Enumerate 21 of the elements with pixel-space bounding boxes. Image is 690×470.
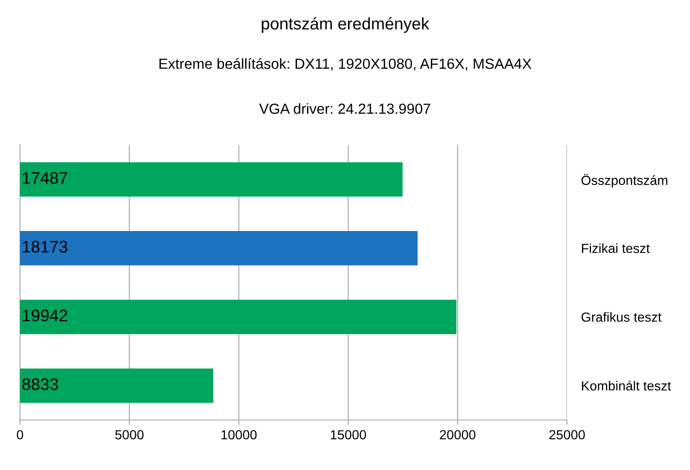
chart-subtitle: Extreme beállítások: DX11, 1920X1080, AF16X, MSAA4X: [159, 58, 532, 71]
x-tick-label: 0: [16, 430, 24, 440]
y-tick-label: Grafikus teszt: [582, 312, 662, 322]
bar: [20, 368, 214, 403]
bar: [20, 300, 456, 334]
data-label: 19942: [22, 310, 68, 322]
data-label: 17487: [22, 172, 68, 184]
bar: [20, 230, 418, 266]
data-label: 8833: [22, 378, 58, 390]
data-label: 18173: [22, 240, 68, 253]
x-tick-label: 20000: [440, 430, 476, 440]
x-tick-label: 15000: [330, 430, 366, 440]
chart-title: pontszám eredmények: [262, 17, 430, 33]
y-tick-label: Kombinált teszt: [582, 380, 671, 391]
y-tick-label: Összpontszám: [582, 174, 668, 188]
y-tick-label: Fizikai teszt: [582, 243, 650, 254]
x-tick-label: 5000: [115, 430, 144, 440]
text: VGA driver: 24.21.13.9907: [259, 103, 430, 114]
x-tick-label: 25000: [549, 430, 585, 440]
x-tick-label: 10000: [221, 430, 257, 440]
bar: [20, 162, 403, 197]
